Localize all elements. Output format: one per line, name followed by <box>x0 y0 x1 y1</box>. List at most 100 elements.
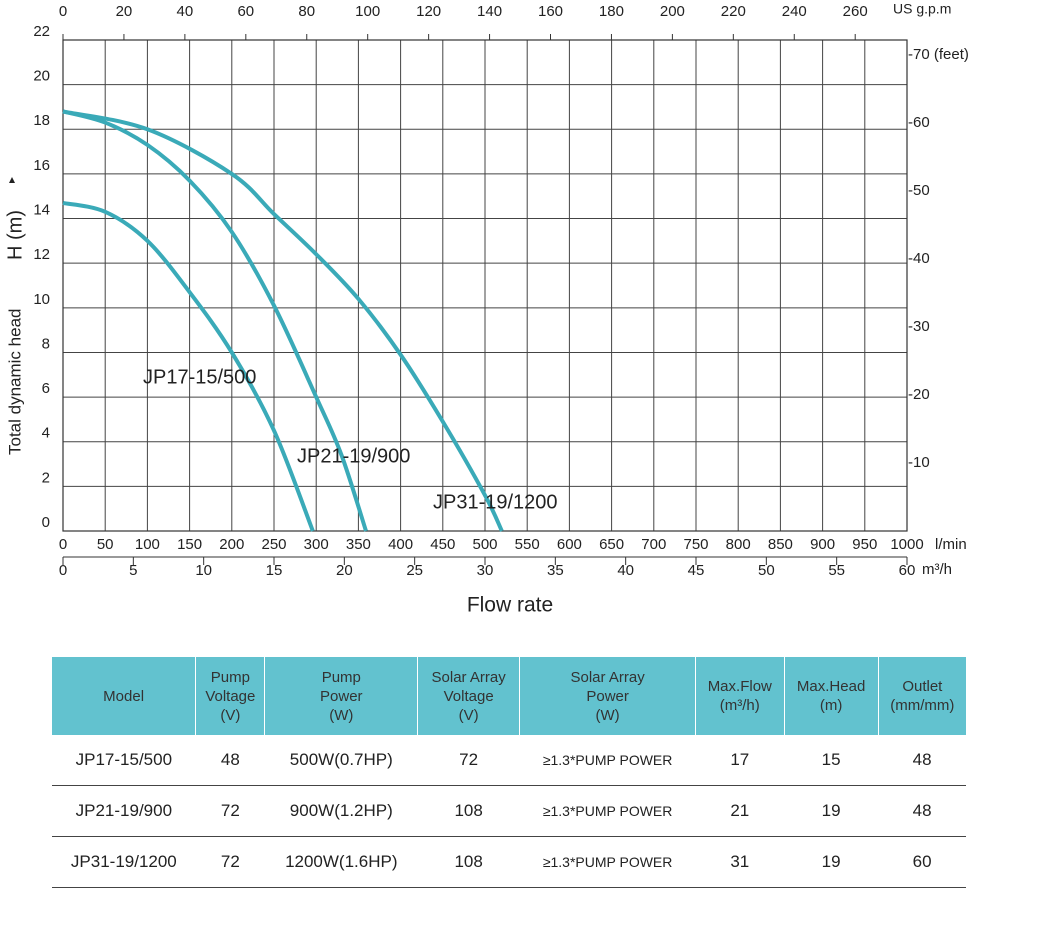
curve-label: JP17-15/500 <box>143 366 256 388</box>
header-line: Model <box>103 687 145 705</box>
header-cell: Pump Voltage (V) <box>195 657 265 735</box>
x2-tick-label: 35 <box>547 562 564 579</box>
chart: Flow rate l/min m³/h US g.p.m Total dyna… <box>4 1 969 617</box>
x3-tick-label: 220 <box>721 3 746 20</box>
header-line: Max.Flow <box>707 678 772 695</box>
header-line: (m) <box>819 697 843 714</box>
x-axis-title: Flow rate <box>467 594 553 617</box>
x-tick-label: 400 <box>388 536 413 553</box>
x-tick-label: 200 <box>219 536 244 553</box>
x-tick-label: 0 <box>59 536 67 553</box>
y-axis-title: Total dynamic head <box>5 309 24 455</box>
x-tick-label: 550 <box>515 536 540 553</box>
table-row: JP21-19/900 72 900W(1.2HP) 108 ≥1.3*PUMP POW… <box>52 785 966 837</box>
y-tick-label: 14 <box>33 202 50 219</box>
x3-tick-label: 100 <box>355 3 380 20</box>
y-tick-label: 4 <box>42 425 50 442</box>
x-tick-label: 100 <box>135 536 160 553</box>
x3-tick-label: 20 <box>116 3 133 20</box>
header-line: (m³/h) <box>719 697 760 714</box>
header-row: Model Pump Voltage (V) Pump Power (W) Solar Arr… <box>52 657 966 735</box>
x3-tick-label: 140 <box>477 3 502 20</box>
x3-tick-label: 240 <box>782 3 807 20</box>
y2-tick-label: -50 <box>908 182 930 199</box>
header-line: Voltage <box>205 687 256 705</box>
table-cell: 72 <box>417 735 520 786</box>
header-line: (W) <box>329 706 354 724</box>
header-cell: Pump Power (W) <box>264 657 418 735</box>
header-cell: Model <box>52 657 196 735</box>
table-row: JP17-15/500 48 500W(0.7HP) 72 ≥1.3*PUMP POWE… <box>52 735 966 786</box>
x3-tick-label: 60 <box>237 3 254 20</box>
x3-tick-label: 180 <box>599 3 624 20</box>
y2-tick-label: -30 <box>908 318 930 335</box>
table-cell: 21 <box>695 785 785 837</box>
curve-label: JP21-19/900 <box>297 445 410 467</box>
table-cell: 48 <box>878 735 966 786</box>
x2-tick-label: 20 <box>336 562 353 579</box>
table-cell: 15 <box>784 735 879 786</box>
x-tick-label: 50 <box>97 536 114 553</box>
header-line: Power <box>586 687 629 705</box>
x-tick-label: 150 <box>177 536 202 553</box>
y2-tick-label: -40 <box>908 250 930 267</box>
x-tick-label: 500 <box>472 536 497 553</box>
x-tick-label: 450 <box>430 536 455 553</box>
x2-tick-label: 45 <box>688 562 705 579</box>
y-tick-label: 6 <box>42 380 50 397</box>
x2-tick-label: 50 <box>758 562 775 579</box>
header-line: (mm/mm) <box>890 697 955 714</box>
table-cell: 60 <box>878 836 966 888</box>
y2-tick-label: -10 <box>908 454 930 471</box>
table-cell: 72 <box>195 836 265 888</box>
table-cell: ≥1.3*PUMP POWER <box>519 836 696 888</box>
table-cell: 48 <box>878 785 966 837</box>
x-tick-label: 750 <box>683 536 708 553</box>
header-line: (V) <box>220 706 241 724</box>
curve-label: JP31-19/1200 <box>433 491 558 513</box>
y-tick-label: 20 <box>33 68 50 85</box>
header-line: Max.Head <box>796 678 866 695</box>
header-line: Voltage <box>443 687 494 705</box>
x3-tick-label: 160 <box>538 3 563 20</box>
x2-tick-label: 30 <box>477 562 494 579</box>
x-tick-label: 600 <box>557 536 582 553</box>
y-tick-label: 0 <box>42 514 50 531</box>
table-cell: 48 <box>195 735 265 786</box>
x2-tick-label: 25 <box>406 562 423 579</box>
header-cell: Outlet (mm/mm) <box>877 657 966 735</box>
x3-tick-label: 40 <box>177 3 194 20</box>
x2-tick-label: 5 <box>129 562 137 579</box>
header-line: (V) <box>458 706 479 724</box>
table-cell: 108 <box>417 785 520 837</box>
pump-curve <box>62 109 504 532</box>
x3-tick-label: 200 <box>660 3 685 20</box>
header-cell: Max.Head (m) <box>783 657 879 735</box>
header-cell: Solar Array Voltage (V) <box>417 657 520 735</box>
spec-table: Model Pump Voltage (V) Pump Power (W) Solar Arr… <box>52 657 966 888</box>
x-tick-label: 950 <box>852 536 877 553</box>
y-tick-label: 22 <box>33 23 50 40</box>
x-tick-label: 350 <box>346 536 371 553</box>
x-tick-label: 900 <box>810 536 835 553</box>
y-tick-label: 18 <box>33 112 50 129</box>
table-cell: 500W(0.7HP) <box>264 735 418 786</box>
table-body: JP17-15/500 48 500W(0.7HP) 72 ≥1.3*PUMP POWE… <box>52 735 966 888</box>
pump-curve <box>62 109 368 532</box>
y-tick-label: 2 <box>42 469 50 486</box>
x3-unit: US g.p.m <box>893 1 951 17</box>
x2-tick-label: 40 <box>617 562 634 579</box>
x3-tick-label: 0 <box>59 3 67 20</box>
x2-tick-label: 55 <box>828 562 845 579</box>
x2-tick-label: 0 <box>59 562 67 579</box>
table-row: JP31-19/1200 72 1200W(1.6HP) 108 ≥1.3*PUMP P… <box>52 836 966 888</box>
table-cell: 17 <box>695 735 785 786</box>
header-line: Power <box>320 687 363 705</box>
table-cell: 72 <box>195 785 265 837</box>
table-cell: JP21-19/900 <box>52 785 196 837</box>
x-tick-label: 800 <box>726 536 751 553</box>
x-tick-label: 250 <box>261 536 286 553</box>
table-cell: 900W(1.2HP) <box>264 785 418 837</box>
y-tick-label: 8 <box>42 335 50 352</box>
y-axis-symbol: H (m) <box>4 210 26 260</box>
